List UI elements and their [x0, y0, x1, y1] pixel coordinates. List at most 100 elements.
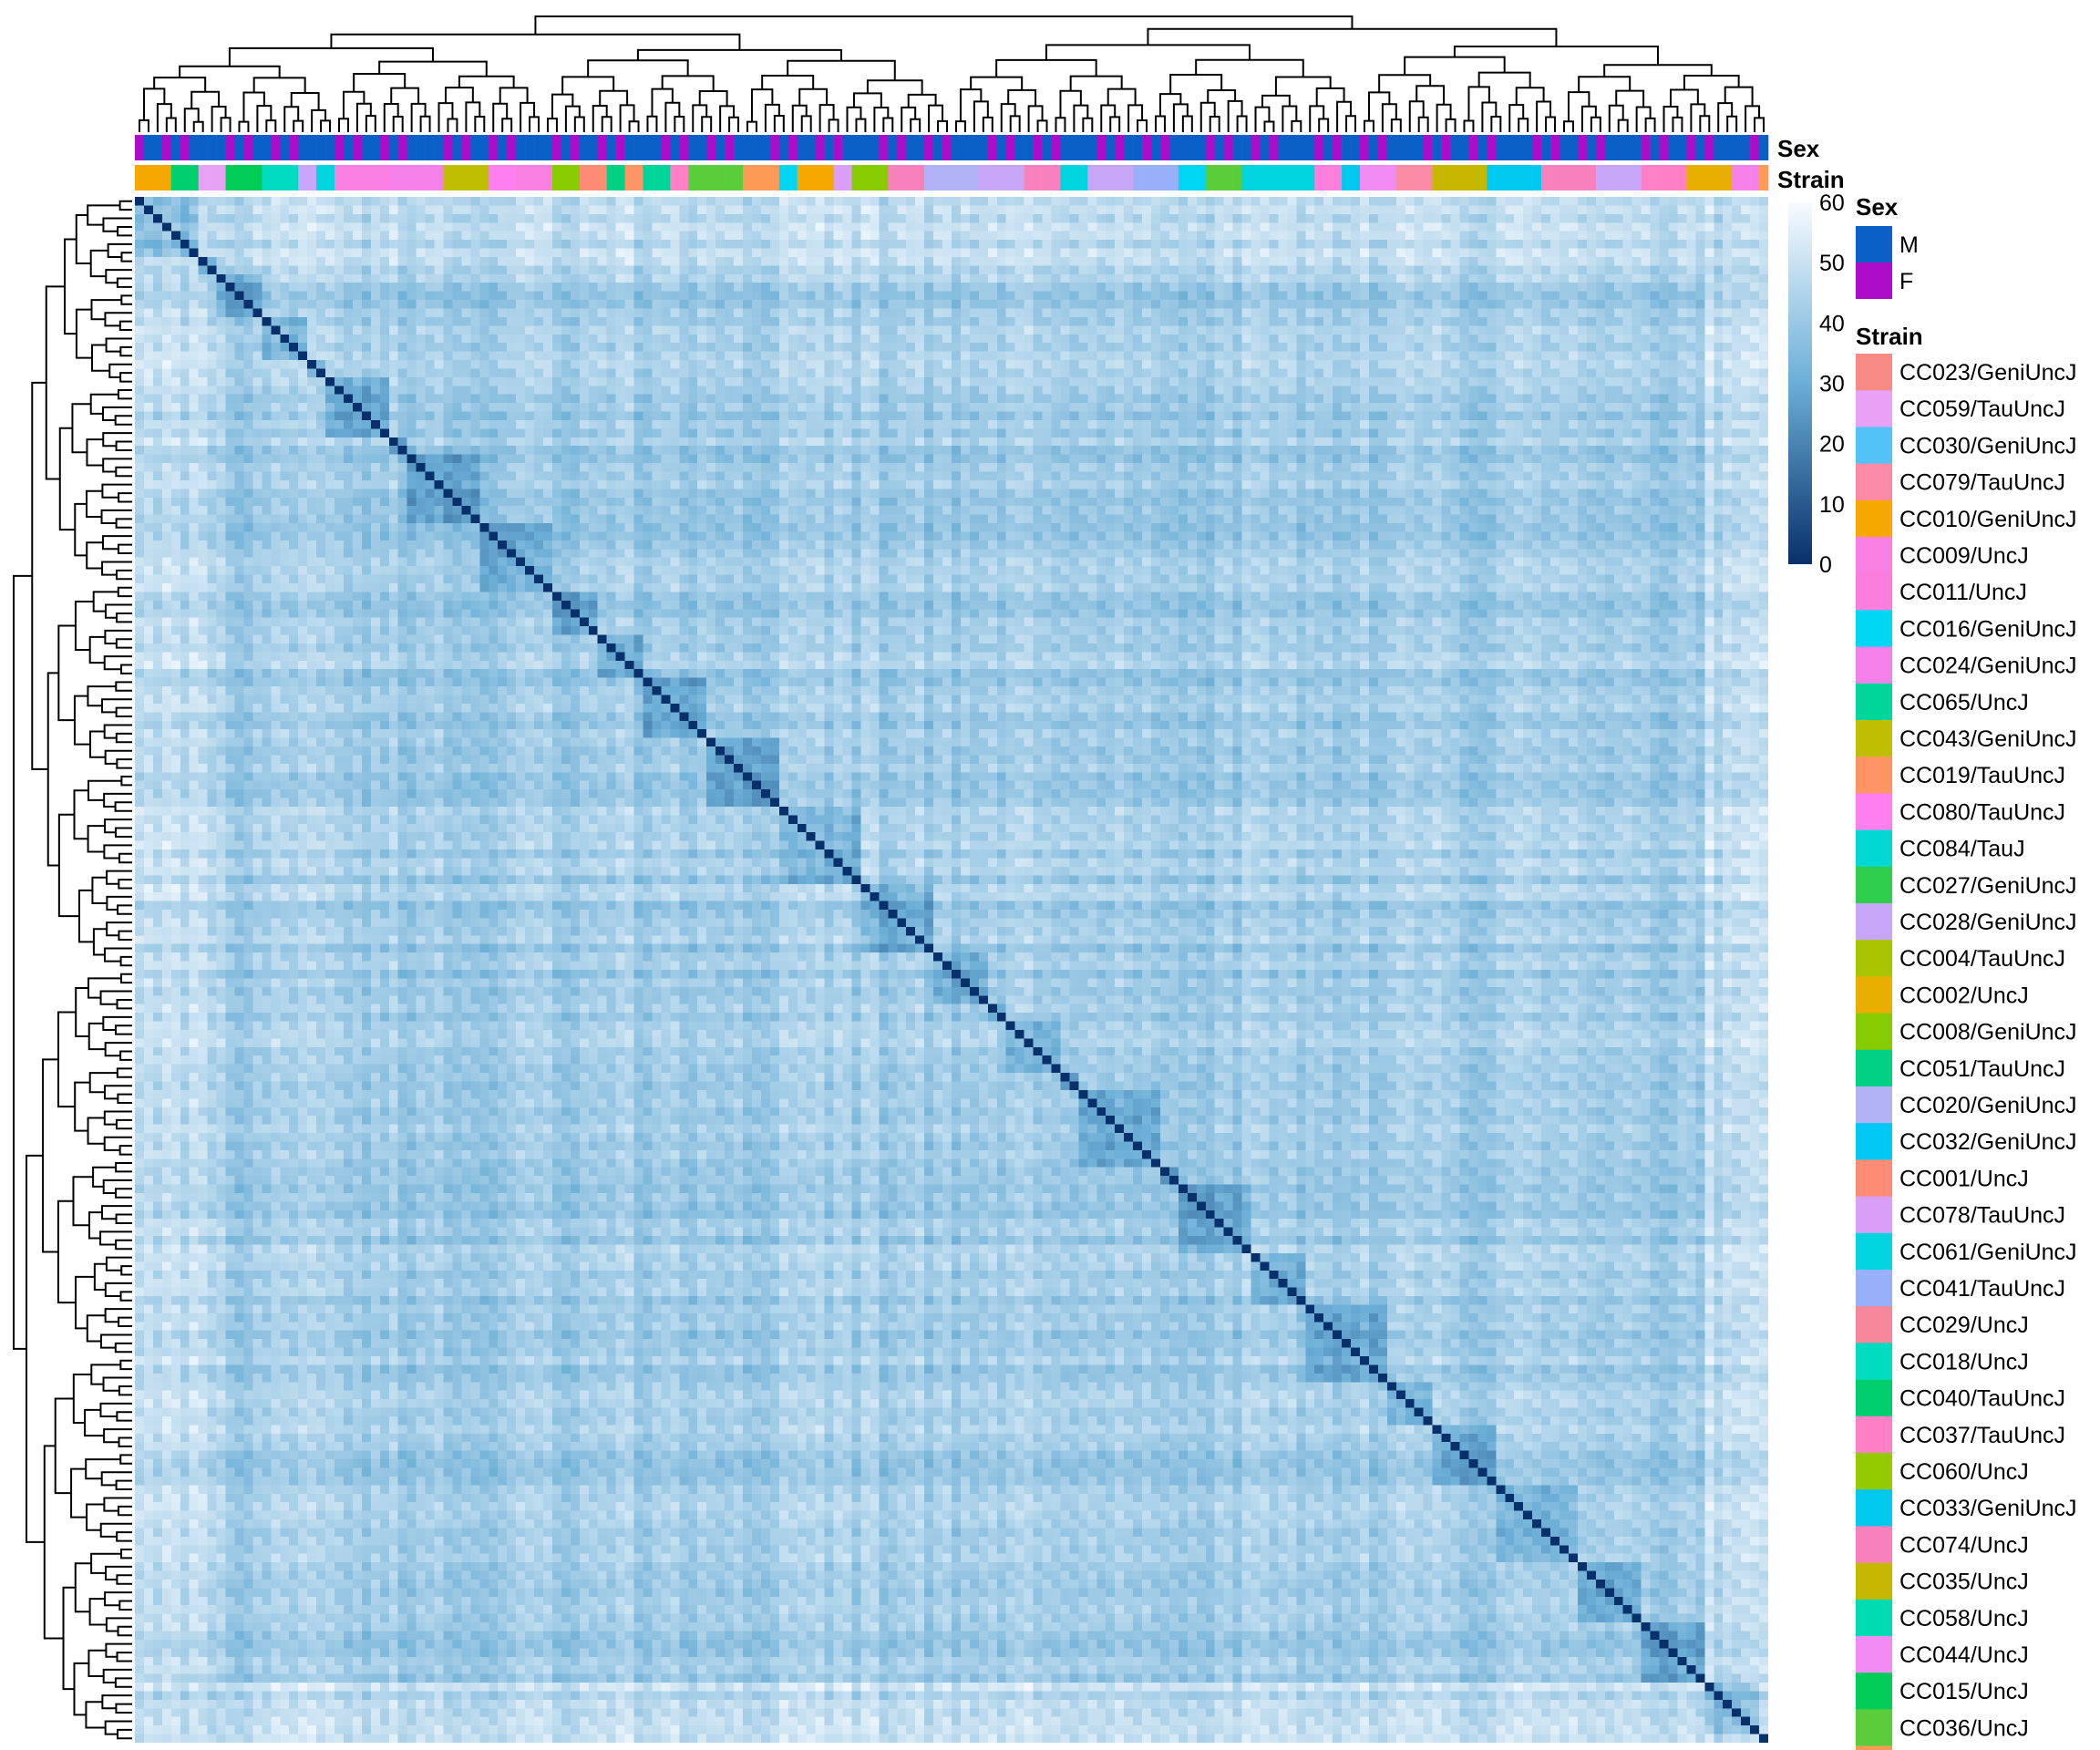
strain-legend-label: CC016/GeniUncJ: [1899, 616, 2077, 642]
color-scale-tick-label: 10: [1819, 492, 1845, 518]
sex-legend-label: F: [1899, 269, 1913, 294]
strain-legend-swatch: [1856, 903, 1892, 941]
strain-legend-swatch: [1856, 537, 1892, 574]
row-dendrogram: [13, 200, 132, 1740]
strain-legend-swatch: [1856, 573, 1892, 611]
strain-legend-swatch: [1856, 683, 1892, 721]
strain-legend-swatch: [1856, 1123, 1892, 1160]
strain-legend-label: CC065/UncJ: [1899, 690, 2029, 715]
sex-legend-label: M: [1899, 232, 1919, 258]
strain-legend-label: CC074/UncJ: [1899, 1532, 2029, 1558]
strain-legend-swatch: [1856, 1526, 1892, 1563]
strain-legend-swatch: [1856, 1562, 1892, 1601]
strain-legend-swatch: [1856, 427, 1892, 464]
strain-legend-label: CC040/TauUncJ: [1899, 1386, 2065, 1412]
strain-legend-label: CC011/UncJ: [1899, 580, 2027, 605]
strain-legend-label: CC043/GeniUncJ: [1899, 726, 2077, 752]
strain-legend-swatch: [1856, 1270, 1892, 1307]
strain-legend-swatch: [1856, 463, 1892, 501]
strain-legend-label: CC030/GeniUncJ: [1899, 433, 2077, 458]
color-scale-tick-label: 40: [1819, 311, 1845, 336]
strain-legend-label: CC058/UncJ: [1899, 1606, 2029, 1632]
strain-legend-swatch: [1856, 390, 1892, 427]
strain-legend-swatch: [1856, 1196, 1892, 1234]
strain-legend-swatch: [1856, 1415, 1892, 1454]
strain-legend-label: CC009/UncJ: [1899, 543, 2029, 569]
strain-legend-swatch: [1856, 1159, 1892, 1197]
strain-legend-label: CC078/TauUncJ: [1899, 1203, 2065, 1229]
strain-legend-label: CC002/UncJ: [1899, 983, 2029, 1008]
strain-legend-label: CC008/GeniUncJ: [1899, 1020, 2077, 1045]
strain-legend-swatch: [1856, 976, 1892, 1014]
strain-legend-swatch: [1856, 793, 1892, 830]
strain-legend-label: CC084/TauJ: [1899, 837, 2025, 862]
strain-legend: Strain CC023/GeniUncJ CC059/TauUncJ CC030/…: [1856, 323, 2077, 1750]
strain-legend-swatch: [1856, 1489, 1892, 1527]
strain-legend-label: CC029/UncJ: [1899, 1312, 2029, 1338]
strain-legend-swatch: [1856, 610, 1892, 647]
color-scale-legend: 60 50 40 30 20 10 0: [1788, 190, 1845, 578]
strain-legend-label: CC037/TauUncJ: [1899, 1423, 2065, 1448]
strain-legend-label: CC023/GeniUncJ: [1899, 360, 2077, 386]
color-scale-tick-label: 30: [1819, 372, 1845, 397]
strain-legend-swatch: [1856, 646, 1892, 685]
strain-legend-label: CC027/GeniUncJ: [1899, 873, 2077, 899]
color-scale-tick-label: 50: [1819, 251, 1845, 276]
strain-legend-swatch: [1856, 940, 1892, 977]
strain-legend-label: CC004/TauUncJ: [1899, 946, 2065, 972]
strain-legend-swatch: [1856, 1306, 1892, 1343]
strain-legend-label: CC061/GeniUncJ: [1899, 1240, 2077, 1265]
strain-legend-swatch: [1856, 354, 1892, 391]
strain-legend-label: CC033/GeniUncJ: [1899, 1496, 2077, 1521]
strain-legend-label: CC010/GeniUncJ: [1899, 507, 2077, 532]
strain-legend-label: CC051/TauUncJ: [1899, 1056, 2065, 1082]
strain-legend-label: CC028/GeniUncJ: [1899, 910, 2077, 935]
strain-legend-swatch: [1856, 1599, 1892, 1637]
column-dendrogram: [138, 15, 1765, 132]
strain-legend-swatch: [1856, 757, 1892, 794]
strain-legend-swatch: [1856, 1049, 1892, 1087]
strain-legend-label: CC019/TauUncJ: [1899, 763, 2065, 788]
strain-legend-swatch: [1856, 1232, 1892, 1271]
strain-legend-label: CC032/GeniUncJ: [1899, 1129, 2077, 1155]
sex-legend: Sex MF: [1856, 193, 1919, 299]
strain-legend-swatch: [1856, 829, 1892, 868]
strain-legend-label: CC041/TauUncJ: [1899, 1276, 2065, 1302]
strain-legend-label: CC044/UncJ: [1899, 1642, 2029, 1668]
strain-legend-swatch: [1856, 1013, 1892, 1051]
strain-legend-swatch: [1856, 1709, 1892, 1746]
sex-legend-swatch: [1856, 226, 1892, 262]
strain-legend-label: CC015/UncJ: [1899, 1679, 2029, 1704]
color-scale-tick-label: 0: [1819, 552, 1832, 578]
sex-annotation-label: Sex: [1777, 135, 1820, 162]
strain-legend-swatch: [1856, 866, 1892, 904]
color-scale-tick-label: 60: [1819, 190, 1845, 216]
strain-legend-swatch: [1856, 1453, 1892, 1490]
strain-legend-label: CC060/UncJ: [1899, 1459, 2029, 1485]
heatmap-matrix: [135, 197, 1768, 1743]
sex-legend-title: Sex: [1856, 193, 1899, 221]
strain-annotation-label: Strain: [1777, 166, 1845, 193]
strain-legend-label: CC035/UncJ: [1899, 1570, 2029, 1595]
strain-legend-title: Strain: [1856, 323, 1923, 350]
color-scale-bar: [1788, 202, 1812, 564]
strain-annotation-bar: [135, 165, 1769, 190]
strain-legend-label: CC036/UncJ: [1899, 1715, 2029, 1741]
strain-legend-swatch: [1856, 1379, 1892, 1417]
strain-legend-swatch: [1856, 1745, 1892, 1750]
strain-legend-label: CC079/TauUncJ: [1899, 470, 2065, 496]
strain-legend-swatch: [1856, 1086, 1892, 1124]
strain-legend-swatch: [1856, 1673, 1892, 1710]
strain-legend-label: CC020/GeniUncJ: [1899, 1093, 2077, 1118]
strain-legend-swatch: [1856, 1343, 1892, 1380]
strain-legend-swatch: [1856, 499, 1892, 538]
strain-legend-swatch: [1856, 1636, 1892, 1673]
color-scale-tick-label: 20: [1819, 432, 1845, 458]
sex-legend-swatch: [1856, 262, 1892, 299]
sex-annotation-bar: [135, 135, 1769, 160]
strain-legend-label: CC001/UncJ: [1899, 1166, 2029, 1191]
strain-legend-label: CC059/TauUncJ: [1899, 396, 2065, 422]
strain-legend-label: CC024/GeniUncJ: [1899, 654, 2077, 679]
